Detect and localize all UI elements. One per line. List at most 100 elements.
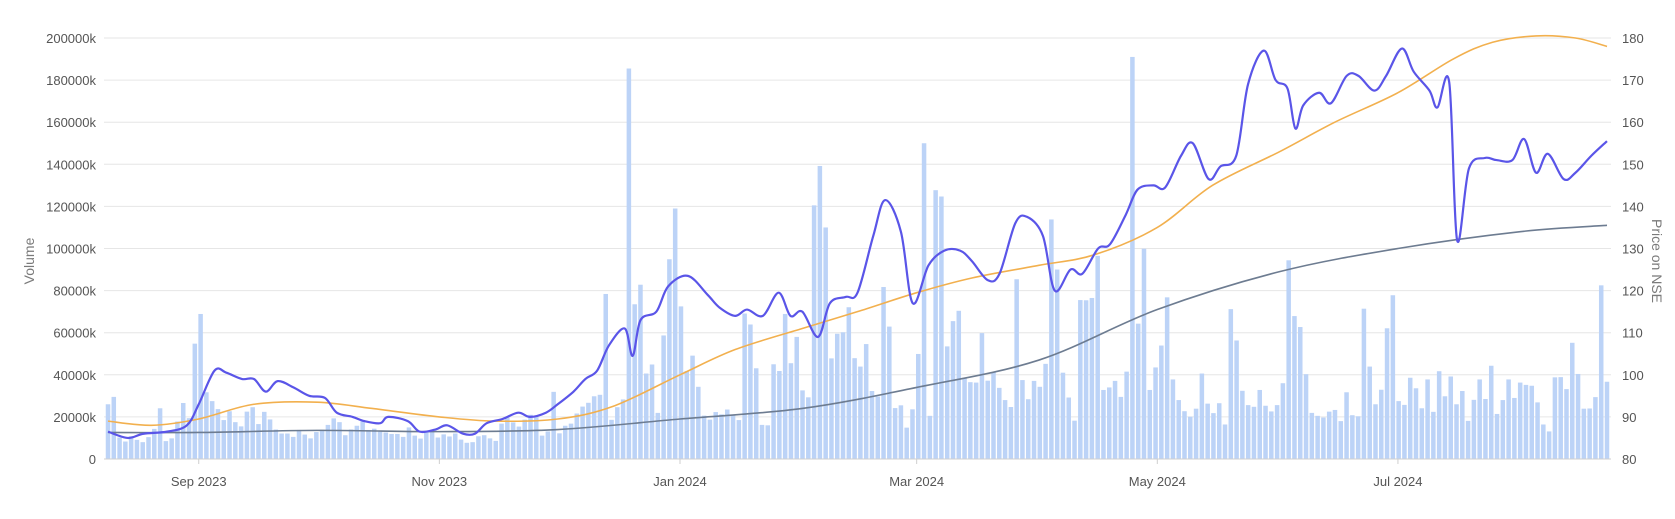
volume-bar bbox=[1431, 412, 1436, 459]
volume-bar bbox=[800, 390, 805, 459]
volume-bar bbox=[1194, 409, 1199, 459]
volume-bar bbox=[1501, 400, 1506, 459]
volume-bar bbox=[511, 422, 516, 459]
volume-bar bbox=[1443, 396, 1448, 459]
volume-bar bbox=[789, 363, 794, 459]
volume-bar bbox=[216, 409, 221, 459]
volume-bar bbox=[1043, 364, 1048, 459]
y-left-tick-label: 100000k bbox=[46, 242, 96, 257]
volume-bar bbox=[725, 410, 730, 459]
volume-bar bbox=[928, 416, 933, 459]
volume-bar bbox=[679, 306, 684, 459]
volume-bar bbox=[1153, 367, 1158, 459]
volume-bar bbox=[1408, 378, 1413, 459]
x-tick-label: Jan 2024 bbox=[653, 474, 707, 489]
volume-bar bbox=[1605, 382, 1610, 459]
volume-bar bbox=[146, 437, 151, 459]
y-left-tick-label: 0 bbox=[89, 452, 96, 467]
volume-bar bbox=[343, 435, 348, 459]
volume-bar bbox=[534, 417, 539, 459]
volume-bar bbox=[1553, 377, 1558, 459]
y-left-tick-label: 180000k bbox=[46, 73, 96, 88]
volume-bar bbox=[1402, 405, 1407, 459]
volume-bar bbox=[522, 420, 527, 459]
volume-bar bbox=[702, 416, 707, 459]
volume-bar bbox=[1032, 381, 1037, 459]
volume-bar bbox=[262, 412, 267, 459]
volume-bar bbox=[777, 371, 782, 459]
volume-bar bbox=[1373, 404, 1378, 459]
volume-bar bbox=[685, 371, 690, 459]
volume-bar bbox=[424, 432, 429, 459]
volume-bar bbox=[1275, 405, 1280, 459]
volume-bar bbox=[841, 332, 846, 459]
volume-bar bbox=[112, 397, 117, 459]
y-axis-right-title: Price on NSE bbox=[1649, 219, 1665, 303]
volume-bar bbox=[488, 438, 493, 459]
volume-bar bbox=[1535, 402, 1540, 459]
volume-bar bbox=[1286, 260, 1291, 459]
volume-bar bbox=[1391, 295, 1396, 459]
volume-bar bbox=[1130, 57, 1135, 459]
volume-bar bbox=[858, 367, 863, 459]
volume-bar bbox=[980, 333, 985, 459]
volume-bar bbox=[1362, 309, 1367, 459]
volume-bar bbox=[870, 391, 875, 459]
volume-bar bbox=[494, 441, 499, 459]
volume-bar bbox=[1009, 407, 1014, 459]
volume-bar bbox=[1217, 403, 1222, 459]
volume-bar bbox=[1124, 372, 1129, 459]
volume-bar bbox=[575, 414, 580, 459]
volume-bar bbox=[910, 409, 915, 459]
volume-bar bbox=[904, 428, 909, 459]
volume-bar bbox=[742, 314, 747, 459]
volume-bar bbox=[1159, 346, 1164, 459]
volume-bar bbox=[794, 337, 799, 459]
volume-bar bbox=[1420, 408, 1425, 459]
volume-bar bbox=[1582, 409, 1587, 459]
volume-bar bbox=[586, 403, 591, 459]
volume-bar bbox=[1246, 405, 1251, 459]
y-right-tick-label: 130 bbox=[1622, 242, 1644, 257]
volume-bar bbox=[274, 430, 279, 459]
volume-bar bbox=[499, 424, 504, 459]
volume-bar bbox=[1437, 371, 1442, 459]
volume-bar bbox=[1541, 424, 1546, 459]
y-left-tick-label: 60000k bbox=[53, 326, 96, 341]
volume-bar bbox=[1234, 340, 1239, 459]
volume-bar bbox=[876, 396, 881, 459]
volume-bar bbox=[696, 387, 701, 459]
volume-bar bbox=[766, 425, 771, 459]
volume-bar bbox=[760, 425, 765, 459]
volume-bar bbox=[829, 358, 834, 459]
volume-bar bbox=[893, 408, 898, 459]
y-right-tick-label: 140 bbox=[1622, 199, 1644, 214]
volume-bar bbox=[823, 227, 828, 459]
volume-bar bbox=[1049, 219, 1054, 459]
y-axis-left-title: Volume bbox=[21, 237, 37, 284]
volume-bar bbox=[1020, 380, 1025, 459]
volume-bar bbox=[1269, 411, 1274, 459]
volume-bar bbox=[1385, 328, 1390, 459]
volume-bar bbox=[731, 415, 736, 459]
volume-bar bbox=[1315, 416, 1320, 459]
volume-bar bbox=[1003, 400, 1008, 459]
volume-bar bbox=[164, 441, 169, 459]
x-tick-label: Sep 2023 bbox=[171, 474, 227, 489]
volume-bar bbox=[320, 430, 325, 459]
volume-bar bbox=[1078, 300, 1083, 459]
volume-bar bbox=[169, 438, 174, 459]
volume-bar bbox=[968, 382, 973, 459]
volume-bar bbox=[1072, 421, 1077, 459]
y-left-tick-label: 80000k bbox=[53, 284, 96, 299]
volume-bar bbox=[233, 422, 238, 459]
volume-bar bbox=[638, 285, 643, 459]
x-tick-label: Jul 2024 bbox=[1373, 474, 1422, 489]
x-tick-label: Nov 2023 bbox=[412, 474, 468, 489]
volume-bar bbox=[198, 314, 203, 459]
y-right-tick-label: 170 bbox=[1622, 73, 1644, 88]
volume-bar bbox=[129, 436, 134, 459]
volume-bar bbox=[1460, 391, 1465, 459]
volume-bar bbox=[1599, 285, 1604, 459]
volume-bar bbox=[557, 433, 562, 459]
